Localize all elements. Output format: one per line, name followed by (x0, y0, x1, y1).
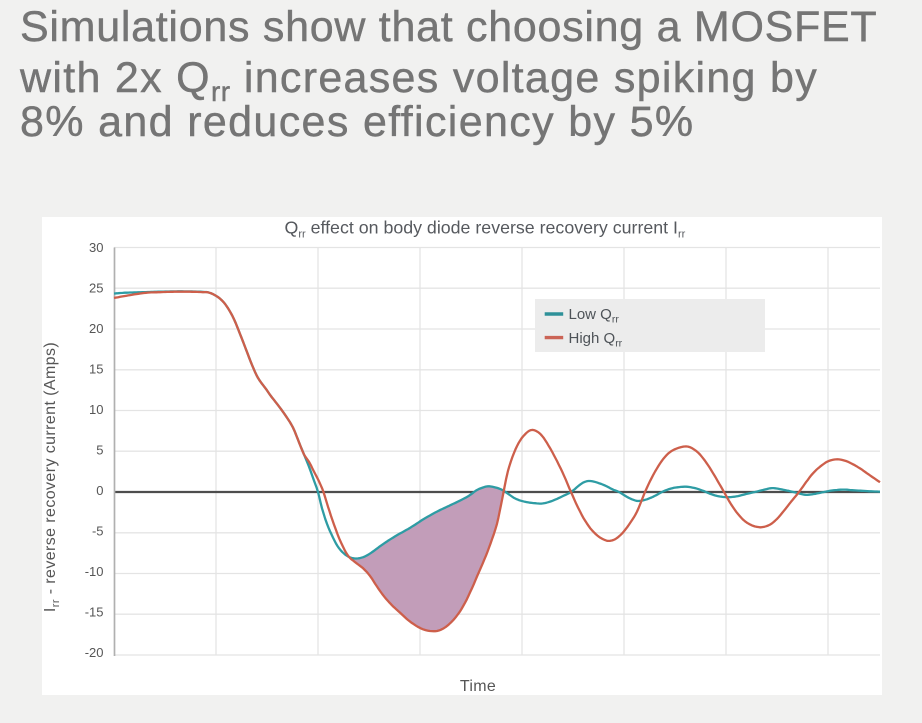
svg-text:Qrr effect on body diode rever: Qrr effect on body diode reverse recover… (285, 218, 686, 241)
svg-text:0: 0 (96, 483, 103, 498)
svg-text:-20: -20 (85, 645, 104, 660)
svg-text:5: 5 (96, 443, 103, 458)
svg-text:High Qrr: High Qrr (569, 330, 623, 350)
svg-text:-5: -5 (92, 524, 104, 539)
svg-text:20: 20 (89, 321, 103, 336)
svg-text:Time: Time (460, 678, 496, 695)
svg-text:10: 10 (89, 402, 103, 417)
svg-text:-15: -15 (85, 605, 104, 620)
svg-text:Irr - reverse recovery current: Irr - reverse recovery current (Amps) (42, 342, 62, 612)
svg-text:30: 30 (89, 240, 103, 255)
svg-text:15: 15 (89, 362, 103, 377)
svg-text:Low Qrr: Low Qrr (569, 306, 620, 326)
svg-text:25: 25 (89, 281, 103, 296)
svg-text:-10: -10 (85, 564, 104, 579)
